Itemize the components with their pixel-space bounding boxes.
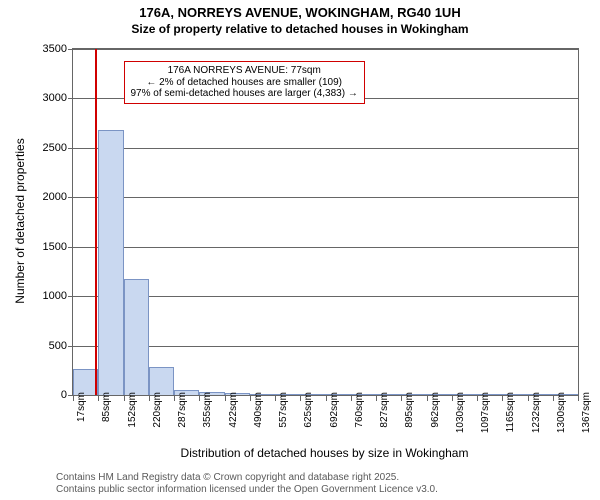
- ytick-mark: [68, 197, 73, 198]
- ytick-label: 1000: [43, 290, 67, 302]
- xtick-label: 895sqm: [404, 392, 415, 428]
- histogram-bar: [124, 279, 149, 395]
- ytick-mark: [68, 296, 73, 297]
- ytick-label: 500: [49, 340, 67, 352]
- ytick-mark: [68, 346, 73, 347]
- gridline: [73, 296, 578, 297]
- xtick-label: 85sqm: [101, 392, 112, 422]
- xtick-mark: [225, 395, 226, 401]
- xtick-mark: [199, 395, 200, 401]
- y-axis-label: Number of detached properties: [13, 138, 27, 303]
- ytick-label: 2500: [43, 142, 67, 154]
- gridline: [73, 247, 578, 248]
- xtick-label: 355sqm: [202, 392, 213, 428]
- ytick-label: 1500: [43, 241, 67, 253]
- gridline: [73, 197, 578, 198]
- xtick-label: 625sqm: [303, 392, 314, 428]
- xtick-label: 827sqm: [379, 392, 390, 428]
- callout-box: 176A NORREYS AVENUE: 77sqm ← 2% of detac…: [124, 61, 365, 104]
- xtick-label: 220sqm: [152, 392, 163, 428]
- ytick-mark: [68, 247, 73, 248]
- callout-line-3: 97% of semi-detached houses are larger (…: [131, 88, 358, 100]
- xtick-mark: [275, 395, 276, 401]
- footer-line-2: Contains public sector information licen…: [56, 484, 438, 496]
- xtick-mark: [98, 395, 99, 401]
- plot-area: 050010001500200025003000350017sqm85sqm15…: [72, 48, 579, 396]
- ytick-mark: [68, 98, 73, 99]
- xtick-label: 17sqm: [76, 392, 87, 422]
- ytick-label: 3000: [43, 92, 67, 104]
- ytick-label: 2000: [43, 191, 67, 203]
- xtick-label: 287sqm: [177, 392, 188, 428]
- xtick-mark: [250, 395, 251, 401]
- ytick-mark: [68, 148, 73, 149]
- xtick-mark: [477, 395, 478, 401]
- xtick-label: 490sqm: [253, 392, 264, 428]
- xtick-mark: [502, 395, 503, 401]
- chart-container: 176A, NORREYS AVENUE, WOKINGHAM, RG40 1U…: [0, 0, 600, 500]
- xtick-mark: [401, 395, 402, 401]
- xtick-mark: [326, 395, 327, 401]
- xtick-mark: [149, 395, 150, 401]
- xtick-label: 1300sqm: [556, 392, 567, 433]
- xtick-mark: [300, 395, 301, 401]
- xtick-label: 1097sqm: [480, 392, 491, 433]
- gridline: [73, 148, 578, 149]
- chart-title: 176A, NORREYS AVENUE, WOKINGHAM, RG40 1U…: [0, 5, 600, 20]
- xtick-mark: [73, 395, 74, 401]
- xtick-mark: [452, 395, 453, 401]
- callout-line-2: ← 2% of detached houses are smaller (109…: [131, 77, 358, 89]
- xtick-label: 1367sqm: [581, 392, 592, 433]
- xtick-mark: [578, 395, 579, 401]
- xtick-mark: [427, 395, 428, 401]
- footer-text: Contains HM Land Registry data © Crown c…: [56, 472, 438, 496]
- x-axis-label: Distribution of detached houses by size …: [72, 446, 577, 460]
- gridline: [73, 346, 578, 347]
- ytick-label: 0: [61, 389, 67, 401]
- property-marker-line: [95, 49, 97, 395]
- footer-line-1: Contains HM Land Registry data © Crown c…: [56, 472, 438, 484]
- histogram-bar: [98, 130, 123, 395]
- xtick-mark: [528, 395, 529, 401]
- chart-subtitle: Size of property relative to detached ho…: [0, 22, 600, 36]
- xtick-label: 962sqm: [430, 392, 441, 428]
- gridline: [73, 49, 578, 50]
- xtick-label: 557sqm: [278, 392, 289, 428]
- xtick-label: 692sqm: [329, 392, 340, 428]
- xtick-mark: [376, 395, 377, 401]
- xtick-mark: [553, 395, 554, 401]
- histogram-bar: [149, 367, 174, 395]
- xtick-mark: [174, 395, 175, 401]
- ytick-label: 3500: [43, 43, 67, 55]
- xtick-mark: [351, 395, 352, 401]
- xtick-label: 1030sqm: [455, 392, 466, 433]
- xtick-label: 152sqm: [127, 392, 138, 428]
- xtick-label: 1165sqm: [505, 392, 516, 432]
- ytick-mark: [68, 49, 73, 50]
- xtick-label: 422sqm: [228, 392, 239, 428]
- xtick-label: 1232sqm: [531, 392, 542, 433]
- xtick-mark: [124, 395, 125, 401]
- xtick-label: 760sqm: [354, 392, 365, 428]
- callout-line-1: 176A NORREYS AVENUE: 77sqm: [131, 65, 358, 77]
